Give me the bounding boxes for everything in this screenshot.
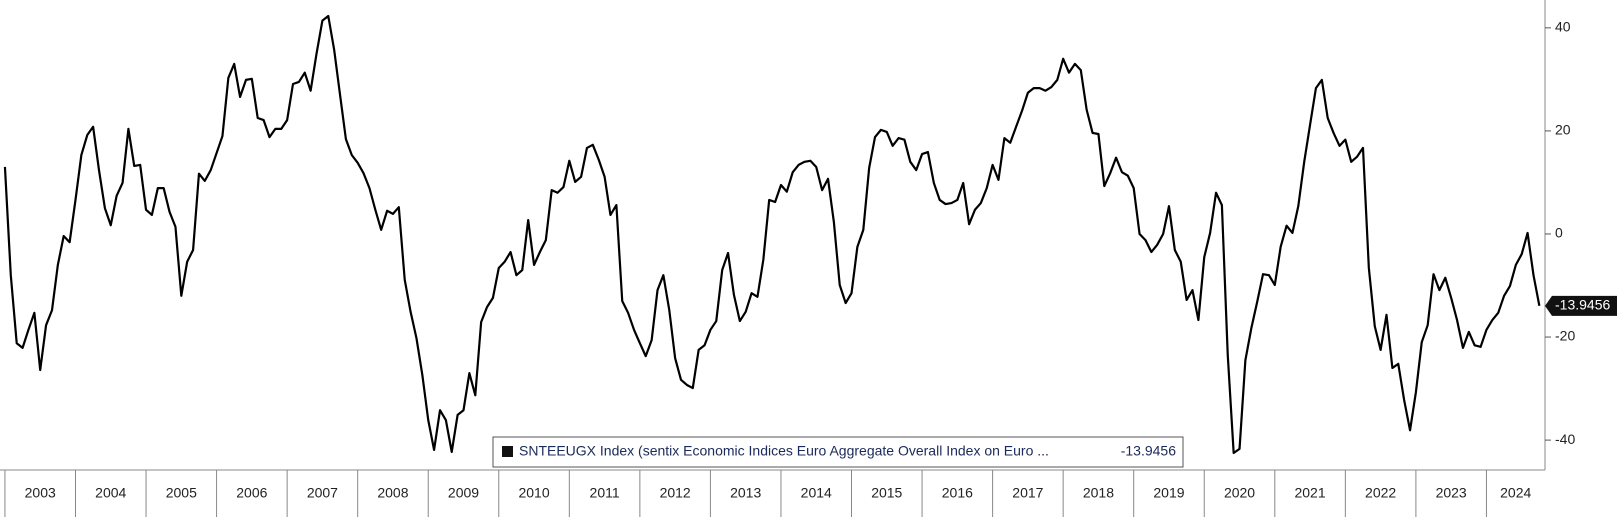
x-tick-label: 2006 [236,485,267,501]
x-tick-label: 2022 [1365,485,1396,501]
y-tick-label: 40 [1555,19,1571,35]
x-tick-label: 2013 [730,485,761,501]
x-tick-label: 2023 [1436,485,1467,501]
x-tick-label: 2024 [1500,485,1531,501]
x-tick-label: 2005 [166,485,197,501]
plot-area [3,14,1541,455]
y-tick-label: 0 [1555,225,1563,241]
x-tick-label: 2016 [942,485,973,501]
x-tick-label: 2018 [1083,485,1114,501]
y-tick-label: -20 [1555,328,1575,344]
x-tick-label: 2011 [590,485,620,501]
y-tick-label: -40 [1555,431,1575,447]
legend-swatch [502,446,513,457]
x-tick-label: 2014 [801,485,832,501]
legend: SNTEEUGX Index (sentix Economic Indices … [492,436,1184,468]
x-tick-label: 2019 [1153,485,1184,501]
x-tick-label: 2008 [377,485,408,501]
x-tick-label: 2003 [25,485,56,501]
last-value-label: -13.9456 [1555,297,1610,313]
x-tick-label: 2017 [1012,485,1043,501]
legend-box [492,436,1184,468]
legend-label: SNTEEUGX Index (sentix Economic Indices … [519,443,1049,459]
x-tick-label: 2021 [1294,485,1325,501]
x-tick-label: 2015 [871,485,902,501]
x-tick-label: 2012 [660,485,691,501]
x-tick-label: 2007 [307,485,338,501]
x-tick-label: 2009 [448,485,479,501]
x-tick-label: 2020 [1224,485,1255,501]
x-tick-label: 2010 [518,485,549,501]
x-tick-label: 2004 [95,485,126,501]
last-value-tag [1545,295,1617,316]
series-line [3,14,1541,455]
legend-value: -13.9456 [1121,443,1176,459]
y-tick-label: 20 [1555,122,1571,138]
